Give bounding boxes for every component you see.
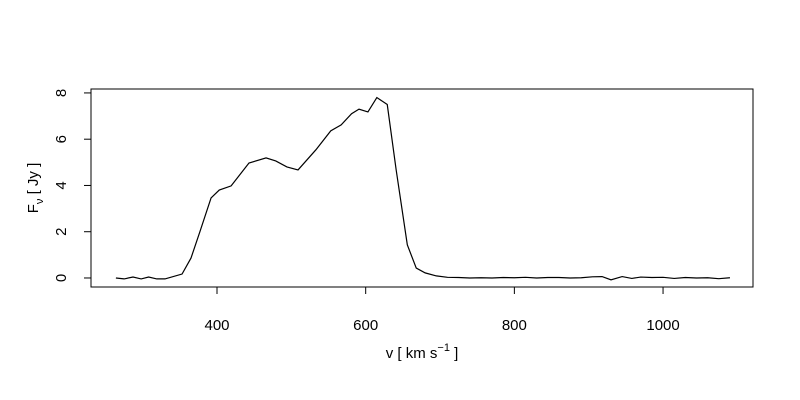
y-label-main: F	[25, 204, 42, 213]
y-label-end: [ Jy ]	[25, 163, 42, 199]
y-tick-label: 2	[53, 228, 70, 236]
y-tick-label: 8	[53, 89, 70, 97]
x-tick-label: 400	[204, 317, 229, 334]
y-axis-label: Fν [ Jy ]	[25, 163, 46, 214]
x-label-end: ]	[450, 345, 458, 362]
y-label-sub: ν	[34, 198, 46, 204]
y-tick-label: 6	[53, 135, 70, 143]
x-tick-label: 800	[502, 317, 527, 334]
x-tick-label: 1000	[646, 317, 679, 334]
x-label-main: v [ km s	[386, 345, 438, 362]
data-line	[115, 96, 730, 281]
x-axis-label: v [ km s−1 ]	[386, 342, 459, 362]
plot-box	[90, 88, 754, 288]
y-tick-label: 0	[53, 274, 70, 282]
x-tick-label: 600	[353, 317, 378, 334]
y-tick-label: 4	[53, 181, 70, 189]
x-label-sup: −1	[437, 342, 450, 354]
